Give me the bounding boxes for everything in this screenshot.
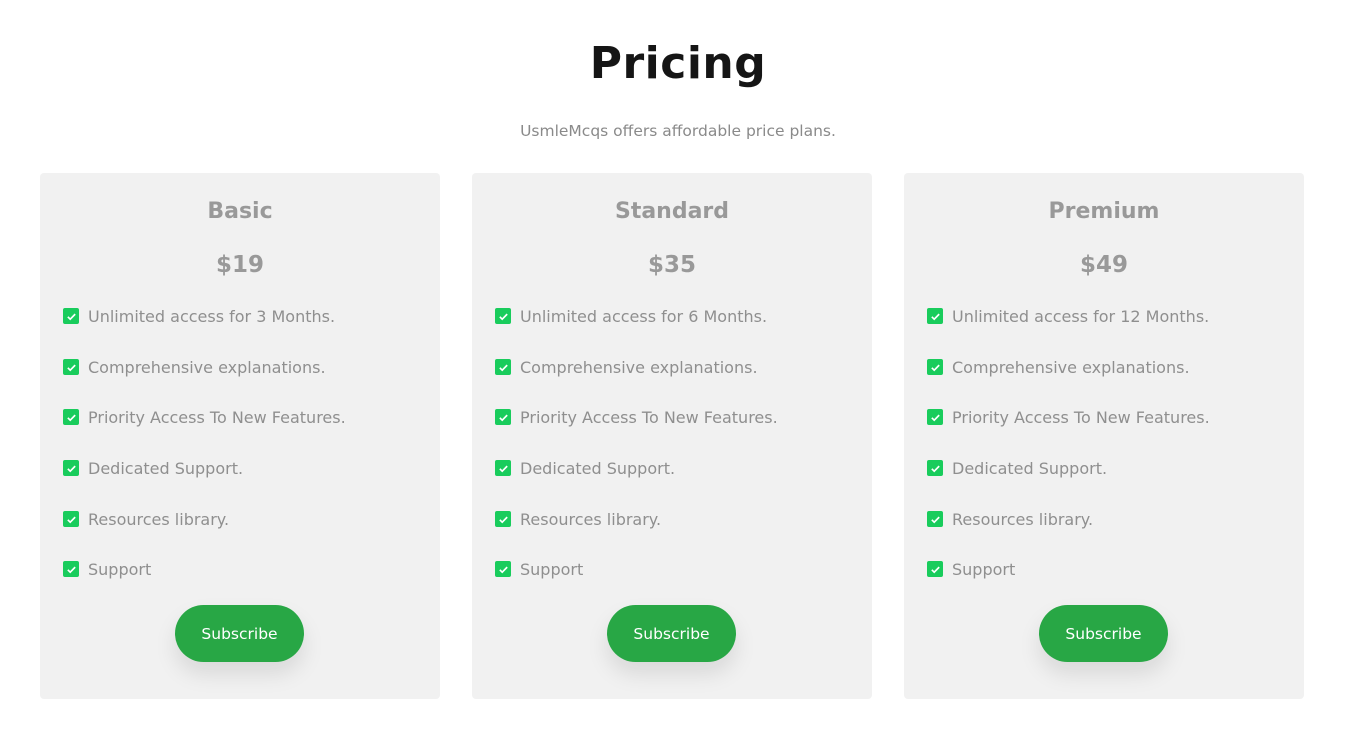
plan-price: $49 [1079,252,1128,278]
subscribe-button[interactable]: Subscribe [607,605,736,662]
feature-text: Priority Access To New Features. [88,407,346,427]
checkbox-checked-icon [63,308,79,324]
pricing-card-standard: Standard $35 Unlimited access for 6 Mont… [472,173,872,699]
subscribe-button[interactable]: Subscribe [175,605,304,662]
plan-price: $35 [647,252,696,278]
checkbox-checked-icon [927,409,943,425]
feature-item: Comprehensive explanations. [63,356,326,378]
checkbox-checked-icon [495,359,511,375]
feature-text: Comprehensive explanations. [952,357,1190,377]
plan-price: $19 [215,252,264,278]
feature-item: Unlimited access for 6 Months. [495,305,767,327]
checkbox-checked-icon [63,359,79,375]
checkbox-checked-icon [63,409,79,425]
feature-text: Dedicated Support. [952,458,1108,478]
checkbox-checked-icon [495,460,511,476]
feature-text: Comprehensive explanations. [88,357,326,377]
feature-text: Dedicated Support. [88,458,244,478]
checkbox-checked-icon [927,511,943,527]
feature-item: Comprehensive explanations. [495,356,758,378]
checkbox-checked-icon [495,561,511,577]
page-title: Pricing [589,38,767,89]
feature-item: Priority Access To New Features. [63,406,346,428]
feature-item: Dedicated Support. [63,457,243,479]
feature-item: Dedicated Support. [927,457,1107,479]
feature-item: Support [927,558,1015,580]
feature-text: Resources library. [520,509,662,529]
feature-text: Unlimited access for 12 Months. [952,306,1210,326]
feature-text: Resources library. [88,509,230,529]
feature-text: Dedicated Support. [520,458,676,478]
checkbox-checked-icon [927,561,943,577]
plan-name: Premium [1048,199,1160,224]
page-subtitle: UsmleMcqs offers affordable price plans. [520,122,836,140]
subscribe-button[interactable]: Subscribe [1039,605,1168,662]
checkbox-checked-icon [63,460,79,476]
checkbox-checked-icon [495,308,511,324]
feature-item: Resources library. [495,508,661,530]
feature-item: Support [63,558,151,580]
feature-item: Comprehensive explanations. [927,356,1190,378]
feature-text: Resources library. [952,509,1094,529]
feature-text: Unlimited access for 6 Months. [520,306,768,326]
feature-text: Support [952,559,1016,579]
plan-name: Basic [207,199,273,224]
checkbox-checked-icon [63,561,79,577]
feature-item: Unlimited access for 3 Months. [63,305,335,327]
feature-text: Support [88,559,152,579]
feature-item: Support [495,558,583,580]
checkbox-checked-icon [927,359,943,375]
feature-text: Support [520,559,584,579]
feature-text: Priority Access To New Features. [952,407,1210,427]
checkbox-checked-icon [927,308,943,324]
pricing-card-premium: Premium $49 Unlimited access for 12 Mont… [904,173,1304,699]
feature-item: Resources library. [927,508,1093,530]
feature-item: Unlimited access for 12 Months. [927,305,1209,327]
pricing-card-basic: Basic $19 Unlimited access for 3 Months.… [40,173,440,699]
checkbox-checked-icon [63,511,79,527]
checkbox-checked-icon [495,409,511,425]
checkbox-checked-icon [927,460,943,476]
feature-item: Priority Access To New Features. [495,406,778,428]
feature-item: Dedicated Support. [495,457,675,479]
feature-item: Priority Access To New Features. [927,406,1210,428]
checkbox-checked-icon [495,511,511,527]
feature-text: Priority Access To New Features. [520,407,778,427]
feature-text: Unlimited access for 3 Months. [88,306,336,326]
plan-name: Standard [614,199,730,224]
feature-text: Comprehensive explanations. [520,357,758,377]
feature-item: Resources library. [63,508,229,530]
